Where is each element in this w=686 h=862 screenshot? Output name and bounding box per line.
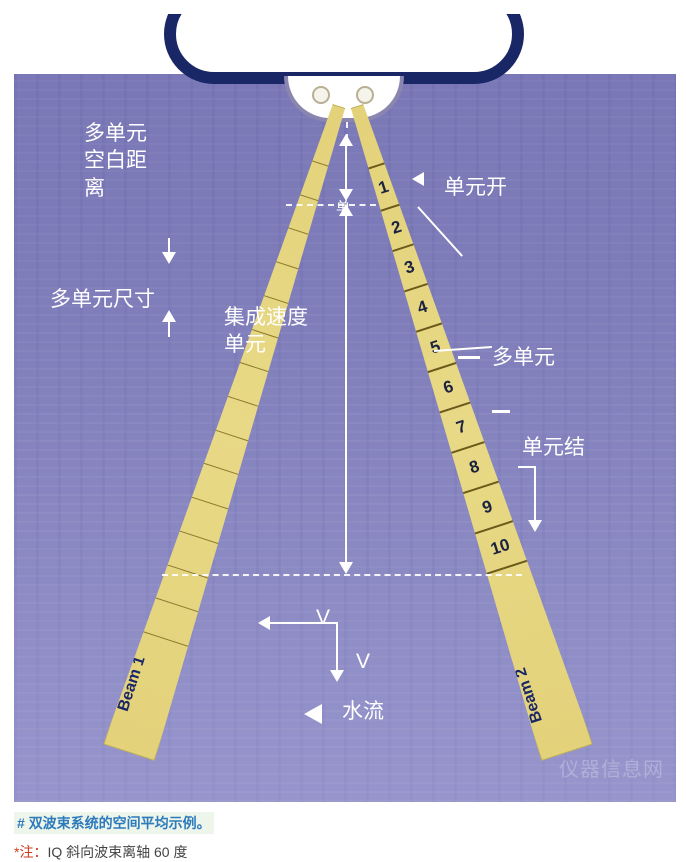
figure-caption: # 双波束系统的空间平均示例。	[14, 812, 214, 834]
arrow-range-down	[339, 562, 353, 574]
v-vertical-line	[336, 622, 338, 674]
flow-direction-icon	[304, 704, 322, 724]
v-horizontal-line	[268, 622, 336, 624]
arrow-blank-dist-up	[339, 134, 353, 146]
tick-mc2	[492, 410, 510, 413]
label-cell-size: 多单元尺寸	[50, 286, 155, 313]
v-horizontal-head	[258, 616, 270, 630]
arrow-cellsize-down-stem	[168, 238, 170, 254]
boat-hull	[164, 14, 524, 84]
label-integrated-cell: 集成速度 单元	[224, 304, 308, 359]
label-vx: V	[316, 604, 330, 631]
arrow-cellon-tri	[412, 172, 424, 186]
transducer-left	[312, 86, 330, 104]
transducer-right	[356, 86, 374, 104]
watermark: 仪器信息网	[559, 753, 664, 782]
tick-mc1	[458, 356, 480, 359]
figure-note: *注：IQ 斜向波束离轴 60 度	[14, 842, 672, 862]
arrow-cellend-stem	[534, 466, 536, 524]
label-cell-on: 单元开	[444, 174, 507, 201]
beam1-seg-line	[151, 596, 203, 614]
beam1-seg-line	[173, 528, 225, 546]
label-blank-distance: 多单元 空白距 离	[84, 120, 147, 202]
label-vy: V	[356, 648, 370, 675]
label-flow: 水流	[342, 698, 384, 725]
arrow-range-line	[345, 210, 347, 568]
caption-text: 双波束系统的空间平均示例。	[29, 815, 211, 831]
v-vertical-head	[330, 670, 344, 682]
arrow-cellsize-up-stem	[168, 321, 170, 337]
beam1-seg-line	[162, 562, 214, 580]
caption-prefix: #	[17, 815, 25, 831]
arrow-blank-dist-down	[339, 189, 353, 201]
arrow-blank-dist	[345, 142, 347, 192]
label-multi-cell: 多单元	[492, 344, 555, 371]
dashed-cell-start	[286, 204, 376, 206]
arrow-range-up	[339, 204, 353, 216]
beam-diagram: Beam 1 Beam 2 12345678910 多单元 空白距 离 单元开 …	[14, 14, 676, 802]
label-cell-end: 单元结	[522, 434, 585, 461]
arrow-cellend-head	[528, 520, 542, 532]
arrow-cellend-top	[518, 466, 536, 468]
dashed-cell-end	[162, 574, 522, 576]
